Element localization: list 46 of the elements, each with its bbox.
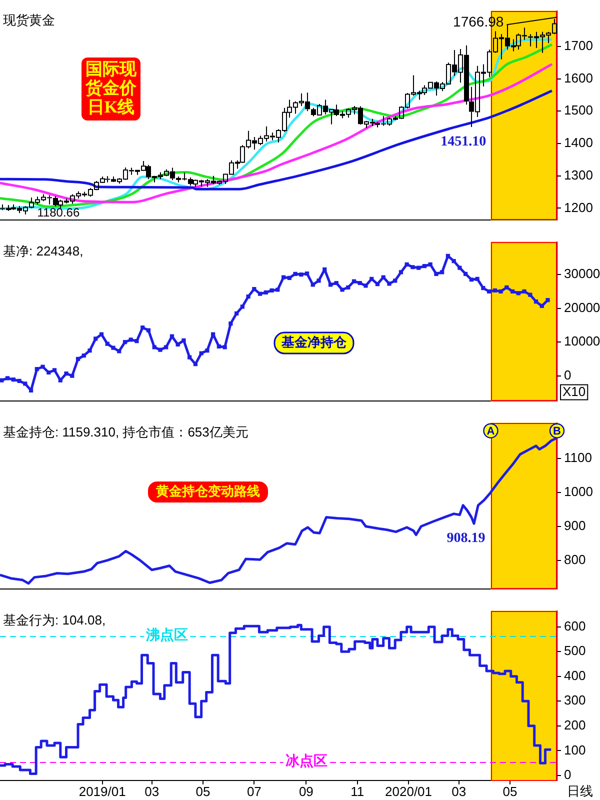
x-tick-label: 05: [502, 784, 518, 799]
x-tick-label: 03: [144, 784, 160, 799]
x-tick-label: 2019/01: [78, 784, 126, 799]
y-tick-label: 30000: [564, 266, 600, 282]
y-tick-label: 1600: [564, 70, 593, 86]
annotation: 1180.66: [37, 206, 80, 220]
annotation: 1451.10: [440, 134, 486, 150]
y-tick-label: 400: [564, 668, 586, 683]
y-tick-label: 0: [564, 767, 572, 782]
y-tick-label: 100: [564, 742, 586, 758]
y-axis-title: X10: [562, 384, 586, 399]
chart-title: 基净: 224348,: [3, 243, 84, 258]
text: 日线: [567, 784, 593, 799]
y-tick-label: 1400: [564, 135, 593, 150]
y-tick-label: 0: [564, 367, 572, 382]
y-tick-label: 20000: [564, 300, 600, 315]
x-tick-label: 2020/01: [385, 784, 432, 799]
x-tick-label: 05: [196, 784, 210, 799]
y-tick-label: 800: [564, 552, 586, 567]
x-tick-label: 11: [350, 784, 364, 799]
x-tick-label: 09: [298, 784, 314, 799]
y-tick-label: 600: [564, 618, 586, 634]
y-tick-label: 1500: [564, 102, 593, 118]
annotation: A: [486, 425, 495, 438]
chart-title: 基金行为: 104.08,: [3, 612, 106, 628]
x-tick-label: 07: [246, 784, 262, 799]
annotation: 908.19: [446, 531, 486, 546]
annotation: 基金净持仓: [280, 334, 348, 350]
y-tick-label: 300: [564, 692, 586, 708]
chart-title: 现货黄金: [3, 12, 55, 28]
ref-line-label: 沸点区: [145, 626, 188, 642]
annotation: 黄金持仓变动路线: [155, 483, 260, 498]
y-tick-label: 1300: [564, 167, 593, 182]
y-tick-label: 1000: [564, 484, 593, 499]
x-tick-label: 03: [452, 784, 466, 799]
y-tick-label: 900: [564, 518, 586, 533]
annotation: B: [553, 425, 562, 438]
chart-title: 基金持仓: 1159.310, 持仓市值：653亿美元: [3, 424, 248, 440]
y-tick-label: 200: [564, 718, 586, 733]
ref-line-label: 冰点区: [285, 752, 328, 769]
y-tick-label: 1200: [564, 200, 593, 215]
y-tick-label: 500: [564, 643, 586, 658]
y-tick-label: 1100: [564, 450, 592, 466]
y-tick-label: 10000: [564, 334, 600, 349]
y-tick-label: 1700: [564, 38, 593, 53]
annotation: 国际现货金价日K线: [84, 59, 138, 116]
